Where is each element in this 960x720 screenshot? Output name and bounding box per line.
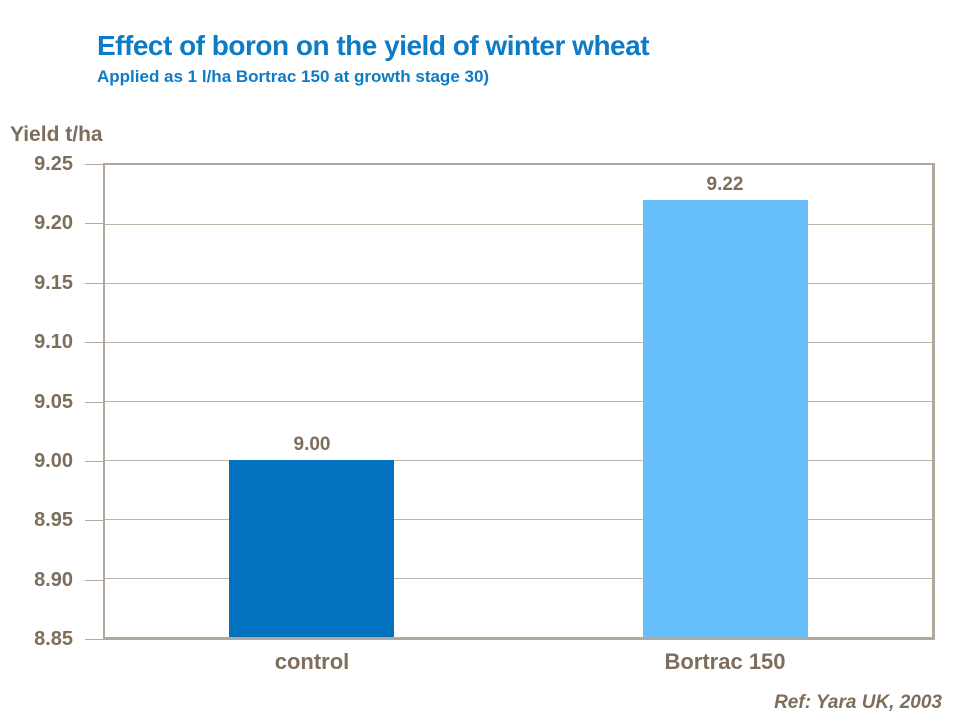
- gridline: [105, 578, 932, 579]
- reference-text: Ref: Yara UK, 2003: [774, 692, 942, 713]
- y-tick-mark: [85, 402, 110, 403]
- bar-control: [229, 460, 394, 637]
- x-category-label-control: control: [274, 649, 350, 674]
- y-tick-label: 9.20: [34, 212, 73, 234]
- y-tick-mark: [85, 164, 110, 165]
- y-tick-mark: [85, 520, 110, 521]
- bar-value-label: 9.22: [706, 174, 744, 195]
- y-tick-mark: [85, 283, 110, 284]
- y-tick-label: 9.05: [34, 391, 73, 413]
- y-tick-label: 9.25: [34, 153, 73, 175]
- gridline: [105, 460, 932, 461]
- y-axis: 9.25 9.20 9.15 9.10 9.05 9.00 8.95 8.90 8.85: [0, 153, 110, 650]
- x-axis: control Bortrac 150: [103, 649, 935, 681]
- y-tick-label: 9.10: [34, 331, 73, 353]
- y-axis-title: Yield t/ha: [10, 123, 103, 146]
- gridline: [105, 224, 932, 225]
- y-tick-label: 8.95: [34, 509, 73, 531]
- y-tick-mark: [85, 461, 110, 462]
- chart-title: Effect of boron on the yield of winter w…: [97, 30, 650, 61]
- y-tick-label: 8.85: [34, 628, 73, 650]
- x-category-label-bortrac-150: Bortrac 150: [664, 649, 786, 674]
- bar-bortrac-150: [643, 200, 808, 637]
- gridline: [105, 401, 932, 402]
- gridline: [105, 283, 932, 284]
- y-tick-label: 9.00: [34, 450, 73, 472]
- chart-subtitle: Applied as 1 l/ha Bortrac 150 at growth …: [97, 67, 490, 86]
- y-tick-mark: [85, 223, 110, 224]
- plot-area: 9.00 9.22: [103, 163, 935, 640]
- y-tick-mark: [85, 342, 110, 343]
- gridline: [105, 342, 932, 343]
- y-tick-label: 9.15: [34, 272, 73, 294]
- y-tick-mark: [85, 580, 110, 581]
- y-tick-label: 8.90: [34, 569, 73, 591]
- y-tick-mark: [85, 639, 110, 640]
- gridline: [105, 519, 932, 520]
- bar-value-label: 9.00: [293, 434, 331, 455]
